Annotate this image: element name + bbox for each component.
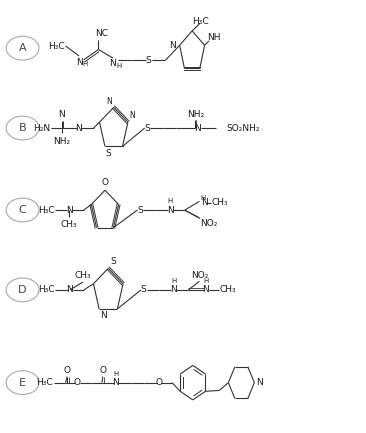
Text: CH₃: CH₃ bbox=[212, 198, 228, 207]
Text: CH₃: CH₃ bbox=[74, 271, 91, 281]
Text: O: O bbox=[99, 366, 106, 375]
Text: H₂N: H₂N bbox=[33, 123, 50, 132]
Text: H: H bbox=[168, 198, 173, 204]
Text: CH₃: CH₃ bbox=[220, 285, 236, 294]
Text: H: H bbox=[203, 278, 208, 284]
Text: S: S bbox=[141, 285, 146, 294]
Text: S: S bbox=[146, 56, 151, 65]
Text: SO₂NH₂: SO₂NH₂ bbox=[227, 123, 260, 132]
Text: E: E bbox=[19, 378, 26, 388]
Text: N: N bbox=[256, 378, 263, 387]
Text: O: O bbox=[156, 378, 163, 387]
Text: NH: NH bbox=[208, 33, 221, 42]
Text: N: N bbox=[107, 97, 112, 106]
Text: N: N bbox=[112, 378, 119, 387]
Text: H: H bbox=[83, 61, 88, 67]
Text: O: O bbox=[101, 178, 108, 187]
Text: N: N bbox=[76, 58, 82, 67]
Text: S: S bbox=[145, 123, 150, 132]
Text: S: S bbox=[110, 257, 116, 266]
Text: N: N bbox=[169, 41, 176, 50]
Text: H₃C: H₃C bbox=[38, 206, 55, 214]
Text: N: N bbox=[100, 311, 107, 320]
Text: NO₂: NO₂ bbox=[191, 271, 208, 280]
Text: NO₂: NO₂ bbox=[201, 219, 218, 228]
Text: N: N bbox=[170, 285, 177, 294]
Text: N: N bbox=[59, 110, 65, 120]
Text: N: N bbox=[194, 123, 201, 132]
Text: H₃C: H₃C bbox=[192, 17, 209, 26]
Text: H: H bbox=[113, 371, 119, 377]
Text: A: A bbox=[19, 43, 26, 53]
Text: H₃C: H₃C bbox=[38, 285, 55, 294]
Text: CH₃: CH₃ bbox=[61, 220, 78, 229]
Text: H: H bbox=[171, 278, 176, 284]
Text: B: B bbox=[19, 123, 26, 133]
Text: H: H bbox=[117, 63, 122, 69]
Text: N: N bbox=[110, 59, 116, 68]
Text: H₃C: H₃C bbox=[36, 378, 53, 387]
Text: O: O bbox=[64, 366, 71, 375]
Text: O: O bbox=[74, 378, 81, 387]
Text: H: H bbox=[201, 194, 206, 200]
Text: H₃C: H₃C bbox=[48, 42, 64, 51]
Text: D: D bbox=[18, 285, 27, 295]
Text: NC: NC bbox=[95, 29, 108, 38]
Text: N: N bbox=[66, 206, 72, 214]
Text: S: S bbox=[106, 149, 111, 158]
Text: N: N bbox=[201, 198, 208, 207]
Text: NH₂: NH₂ bbox=[53, 137, 71, 145]
Text: C: C bbox=[19, 205, 26, 215]
Text: NH₂: NH₂ bbox=[187, 110, 205, 119]
Text: S: S bbox=[137, 206, 143, 214]
Text: N: N bbox=[67, 285, 73, 294]
Text: N: N bbox=[130, 111, 135, 120]
Text: N: N bbox=[202, 285, 209, 294]
Text: N: N bbox=[75, 123, 82, 132]
Text: N: N bbox=[167, 206, 173, 214]
